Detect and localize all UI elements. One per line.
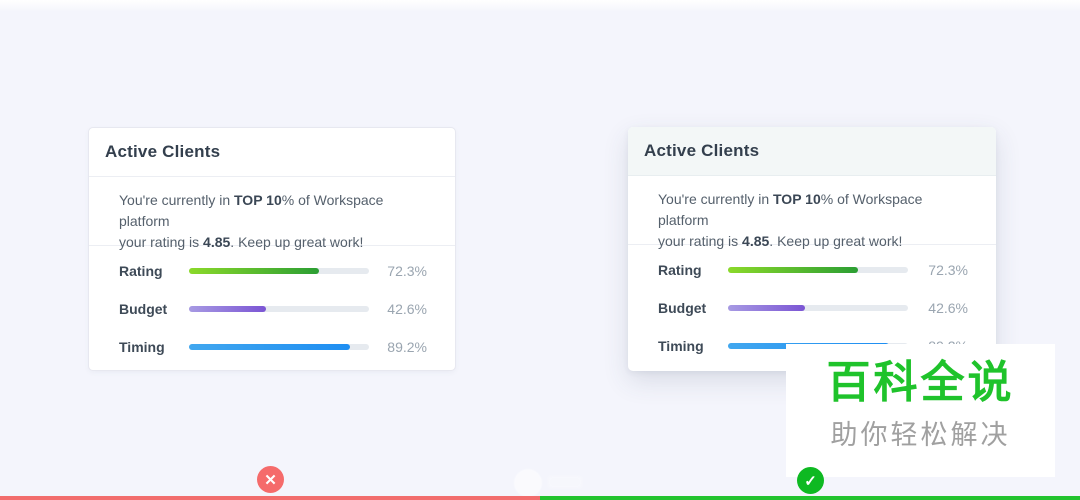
metric-value: 42.6% — [928, 300, 968, 316]
progress-track — [728, 267, 908, 273]
intro-text-highlight: 4.85 — [742, 233, 770, 249]
active-clients-card-plain: Active Clients You're currently in TOP 1… — [88, 127, 456, 371]
progress-track — [728, 305, 908, 311]
intro-text-highlight: TOP 10 — [773, 191, 821, 207]
faint-logo-watermark-text — [548, 476, 582, 488]
metric-row-budget: Budget 42.6% — [119, 290, 427, 328]
metric-value: 72.3% — [928, 262, 968, 278]
metric-label: Timing — [119, 339, 165, 355]
metric-label: Budget — [119, 301, 168, 317]
metric-row-budget: Budget 42.6% — [658, 289, 968, 327]
progress-track — [189, 344, 369, 350]
intro-text-part: your rating is — [119, 234, 204, 250]
intro-text-part: your rating is — [658, 233, 743, 249]
intro-text-part: You're currently in — [119, 192, 234, 208]
card-intro-text: You're currently in TOP 10% of Workspace… — [628, 176, 996, 249]
metric-value: 72.3% — [387, 263, 427, 279]
intro-text-part: You're currently in — [658, 191, 773, 207]
metric-row-rating: Rating 72.3% — [658, 251, 968, 289]
card-title: Active Clients — [105, 142, 221, 161]
progress-fill — [728, 267, 859, 273]
progress-fill — [728, 305, 805, 311]
metric-value: 89.2% — [387, 339, 427, 355]
correct-mark-button[interactable]: ✓ — [797, 467, 824, 494]
progress-fill — [189, 344, 350, 350]
progress-fill — [189, 306, 266, 312]
faint-logo-watermark — [514, 469, 542, 497]
intro-text-part: . Keep up great work! — [769, 233, 903, 249]
metric-label: Rating — [119, 263, 163, 279]
intro-text-part: . Keep up great work! — [230, 234, 364, 250]
card-header: Active Clients — [628, 127, 996, 176]
intro-text-part: % of Workspace platform — [119, 192, 384, 229]
x-icon: ✕ — [264, 471, 277, 489]
progress-track — [189, 306, 369, 312]
intro-text-highlight: 4.85 — [203, 234, 231, 250]
progress-track — [189, 268, 369, 274]
card-title: Active Clients — [644, 141, 760, 160]
intro-text-part: % of Workspace platform — [658, 191, 923, 228]
watermark-subtitle: 助你轻松解决 — [830, 420, 1011, 451]
metric-label: Budget — [658, 300, 707, 316]
metric-row-timing: Timing 89.2% — [119, 328, 427, 366]
card-intro-text: You're currently in TOP 10% of Workspace… — [89, 177, 455, 250]
watermark-title: 百科全说 — [826, 358, 1015, 407]
metric-label: Rating — [658, 262, 702, 278]
card-header: Active Clients — [89, 128, 455, 177]
metric-row-rating: Rating 72.3% — [119, 252, 427, 290]
page-top-fade — [0, 0, 1080, 12]
wrong-mark-button[interactable]: ✕ — [257, 466, 284, 493]
check-icon: ✓ — [804, 472, 817, 490]
site-watermark: 百科全说 助你轻松解决 — [786, 344, 1055, 477]
metrics-list: Rating 72.3% Budget 42.6% Timing 89.2% — [89, 246, 455, 366]
metric-value: 42.6% — [387, 301, 427, 317]
bottom-underline-green — [540, 496, 1080, 500]
metric-label: Timing — [658, 338, 704, 354]
active-clients-card-elevated: Active Clients You're currently in TOP 1… — [628, 127, 996, 371]
progress-fill — [189, 268, 320, 274]
bottom-underline-red — [0, 496, 540, 500]
intro-text-highlight: TOP 10 — [234, 192, 282, 208]
